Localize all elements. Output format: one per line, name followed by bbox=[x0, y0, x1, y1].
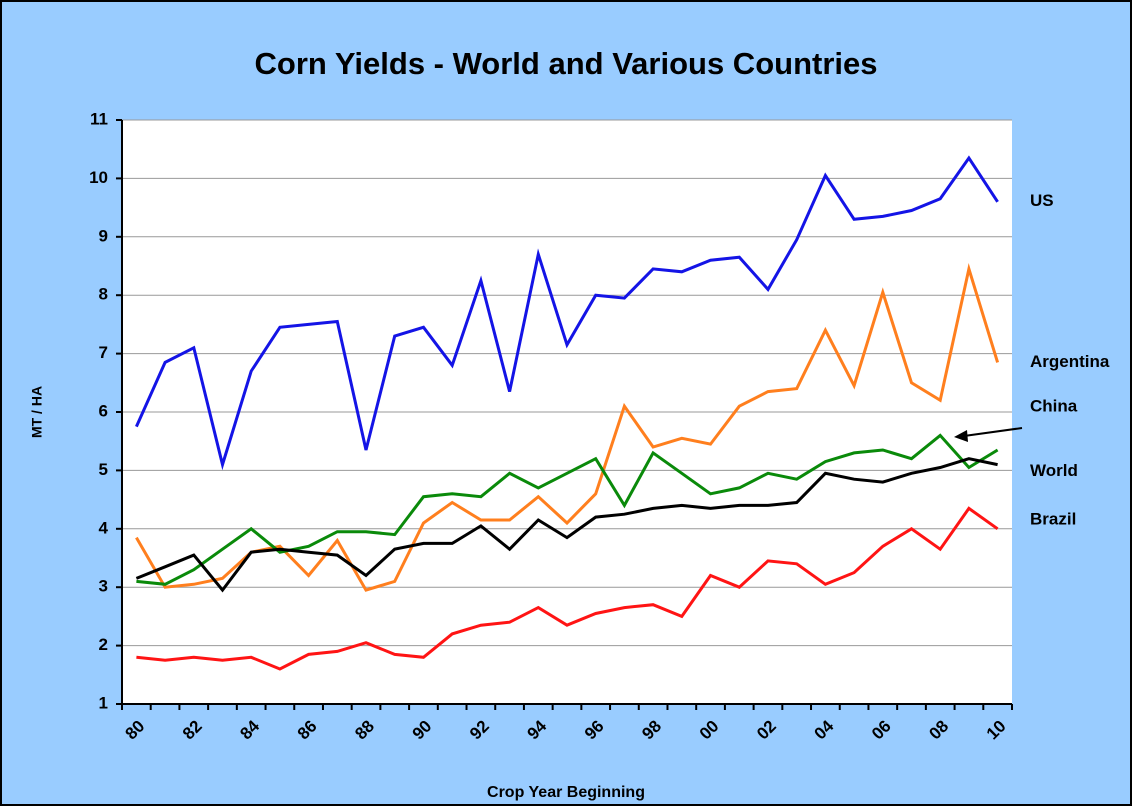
series-line bbox=[136, 433, 999, 586]
series-label: US bbox=[1030, 191, 1054, 210]
chart-title: Corn Yields - World and Various Countrie… bbox=[255, 46, 878, 81]
y-tick-label: 5 bbox=[99, 460, 108, 479]
arrow-line bbox=[963, 427, 1023, 437]
y-tick-label: 6 bbox=[99, 401, 108, 420]
series-label: Argentina bbox=[1030, 352, 1110, 371]
series-label: World bbox=[1030, 461, 1078, 480]
china-arrow bbox=[954, 427, 1023, 442]
arrow-head bbox=[954, 430, 968, 442]
y-tick-label: 9 bbox=[99, 226, 108, 245]
series-line bbox=[135, 155, 999, 471]
y-tick-label: 7 bbox=[99, 343, 108, 362]
y-tick-label: 4 bbox=[99, 518, 109, 537]
series-line bbox=[135, 457, 998, 593]
lines bbox=[135, 155, 1000, 671]
y-tick-label: 10 bbox=[89, 168, 108, 187]
x-axis-label: Crop Year Beginning bbox=[487, 784, 645, 801]
y-tick-label: 2 bbox=[99, 635, 108, 654]
series-line bbox=[136, 506, 999, 671]
series-line bbox=[135, 262, 1000, 592]
series-label: China bbox=[1030, 396, 1078, 415]
y-tick-label: 11 bbox=[90, 109, 108, 128]
grid bbox=[122, 119, 1012, 705]
y-tick-label: 3 bbox=[99, 577, 108, 596]
y-axis-label: MT / HA bbox=[29, 386, 45, 438]
y-tick-label: 1 bbox=[99, 693, 108, 712]
y-tick-label: 8 bbox=[99, 285, 108, 304]
series-label: Brazil bbox=[1030, 509, 1076, 528]
